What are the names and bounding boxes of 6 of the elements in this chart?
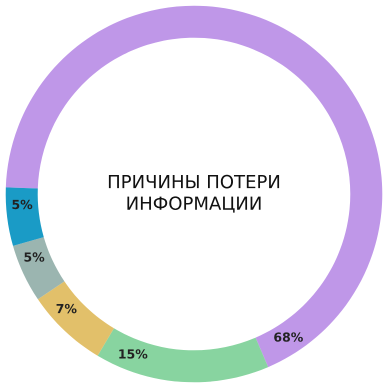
text: ПРИЧИНЫ ПОТЕРИ ИНФОРМАЦИИ [108, 174, 280, 213]
data-label: 15% [119, 349, 148, 359]
data-label: 5% [12, 200, 32, 210]
data-label: 5% [24, 252, 44, 262]
data-label: 68% [274, 332, 303, 342]
data-label: 7% [56, 304, 77, 314]
